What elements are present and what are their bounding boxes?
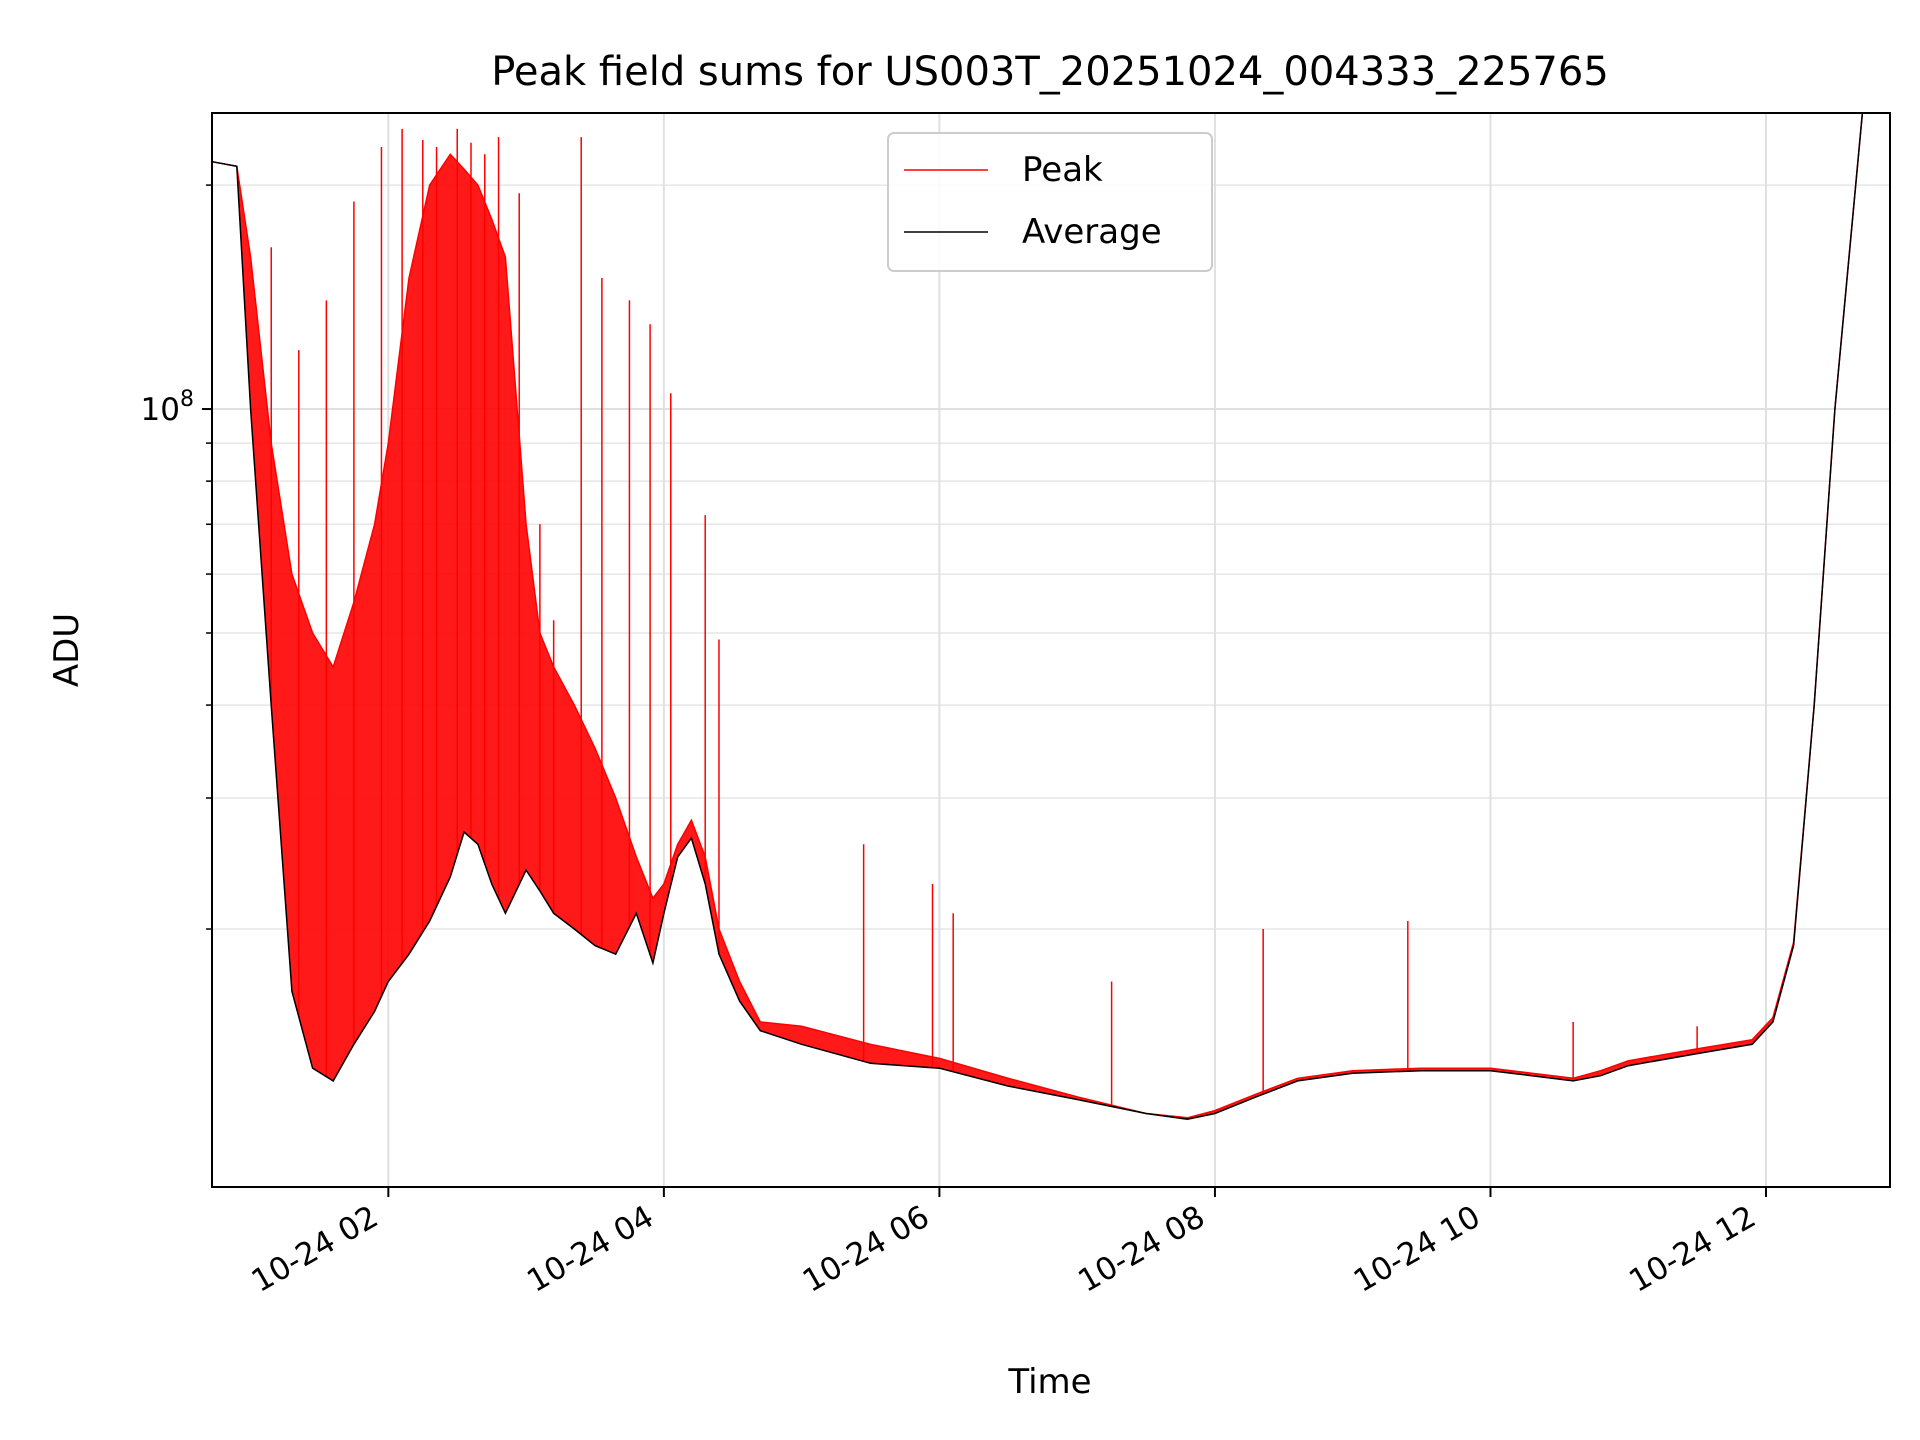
y-tick-label: 108 xyxy=(141,387,194,428)
plot-frame xyxy=(211,112,1891,1188)
legend-box xyxy=(887,132,1213,272)
y-axis-label: ADU xyxy=(47,613,87,687)
peak-line xyxy=(211,112,1864,1119)
chart-title: Peak field sums for US003T_20251024_0043… xyxy=(491,49,1609,95)
y-axis: 108 xyxy=(141,184,212,930)
peak-envelope xyxy=(212,113,1863,1120)
legend: Peak Average xyxy=(887,132,1213,272)
legend-peak-label: Peak xyxy=(1022,150,1103,190)
plot-area xyxy=(211,112,1864,1120)
x-axis-label: Time xyxy=(1007,1362,1091,1402)
average-line xyxy=(211,112,1864,1120)
legend-average-label: Average xyxy=(1022,212,1162,252)
